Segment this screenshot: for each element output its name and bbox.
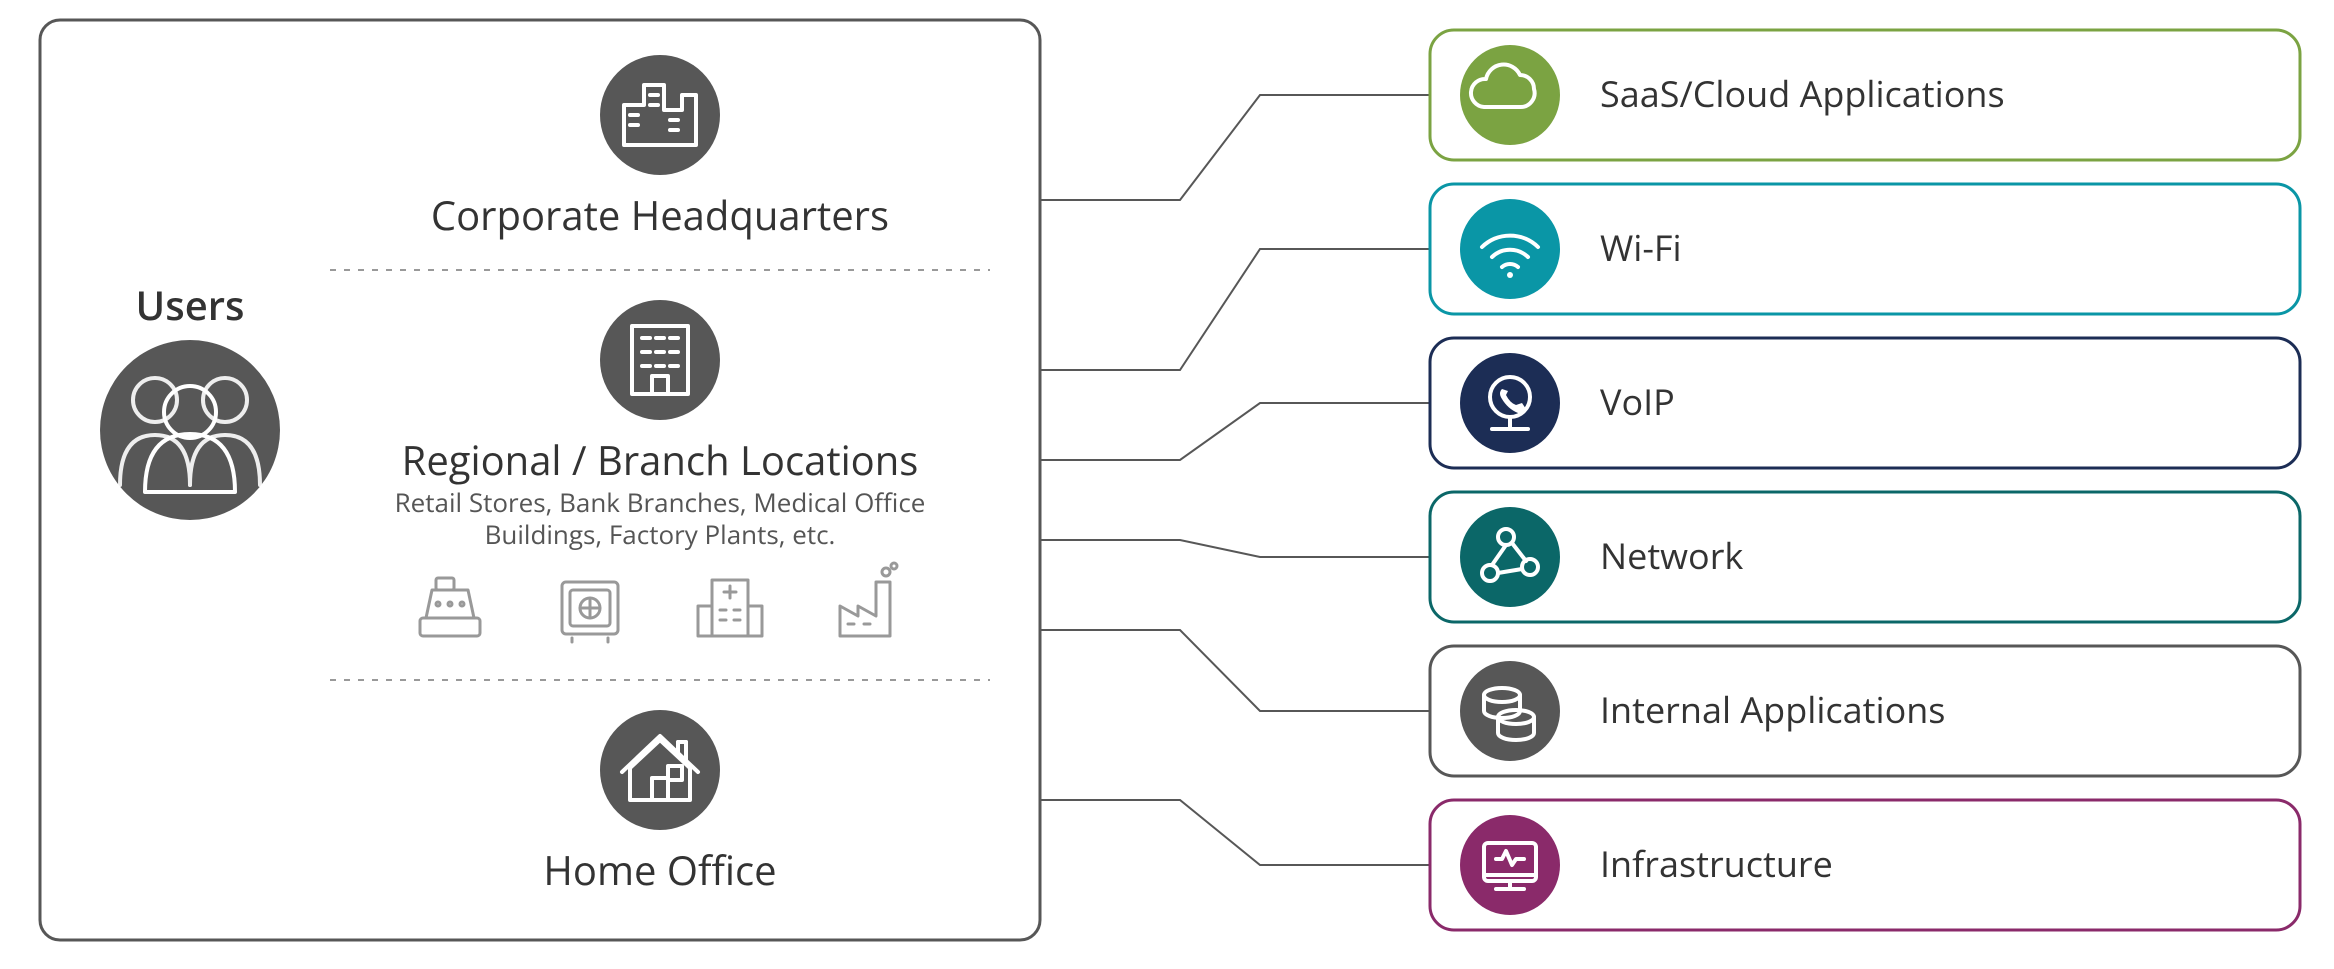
home-title: Home Office xyxy=(543,842,776,897)
branch-subtitle-1: Retail Stores, Bank Branches, Medical Of… xyxy=(395,484,926,520)
service-label: VoIP xyxy=(1600,377,1675,426)
hq-title: Corporate Headquarters xyxy=(431,187,889,242)
service-box xyxy=(1430,800,2300,930)
service-voip: VoIP xyxy=(1430,338,2300,468)
service-label: Internal Applications xyxy=(1600,685,1945,734)
home-icon-bg xyxy=(600,710,720,830)
service-label: Network xyxy=(1600,531,1743,580)
service-box xyxy=(1430,492,2300,622)
branch-icon-bg xyxy=(600,300,720,420)
hq-icon-bg xyxy=(600,55,720,175)
service-internal: Internal Applications xyxy=(1430,646,2300,776)
network-icon-bg xyxy=(1460,507,1560,607)
branch-title: Regional / Branch Locations xyxy=(402,432,919,487)
users-heading: Users xyxy=(136,277,245,332)
service-wifi: Wi-Fi xyxy=(1430,184,2300,314)
branch-subtitle-2: Buildings, Factory Plants, etc. xyxy=(485,516,836,552)
cloud-icon-bg xyxy=(1460,45,1560,145)
diagram-svg: Users Corporate Headquar xyxy=(0,0,2334,969)
service-label: SaaS/Cloud Applications xyxy=(1600,69,2005,118)
connectors xyxy=(1040,95,1430,865)
service-label: Wi-Fi xyxy=(1600,223,1682,272)
diagram-root: Users Corporate Headquar xyxy=(0,0,2334,969)
service-infra: Infrastructure xyxy=(1430,800,2300,930)
service-network: Network xyxy=(1430,492,2300,622)
service-box xyxy=(1430,184,2300,314)
service-saas: SaaS/Cloud Applications xyxy=(1430,30,2300,160)
service-box xyxy=(1430,338,2300,468)
safe-icon xyxy=(562,582,618,642)
service-label: Infrastructure xyxy=(1600,839,1833,888)
